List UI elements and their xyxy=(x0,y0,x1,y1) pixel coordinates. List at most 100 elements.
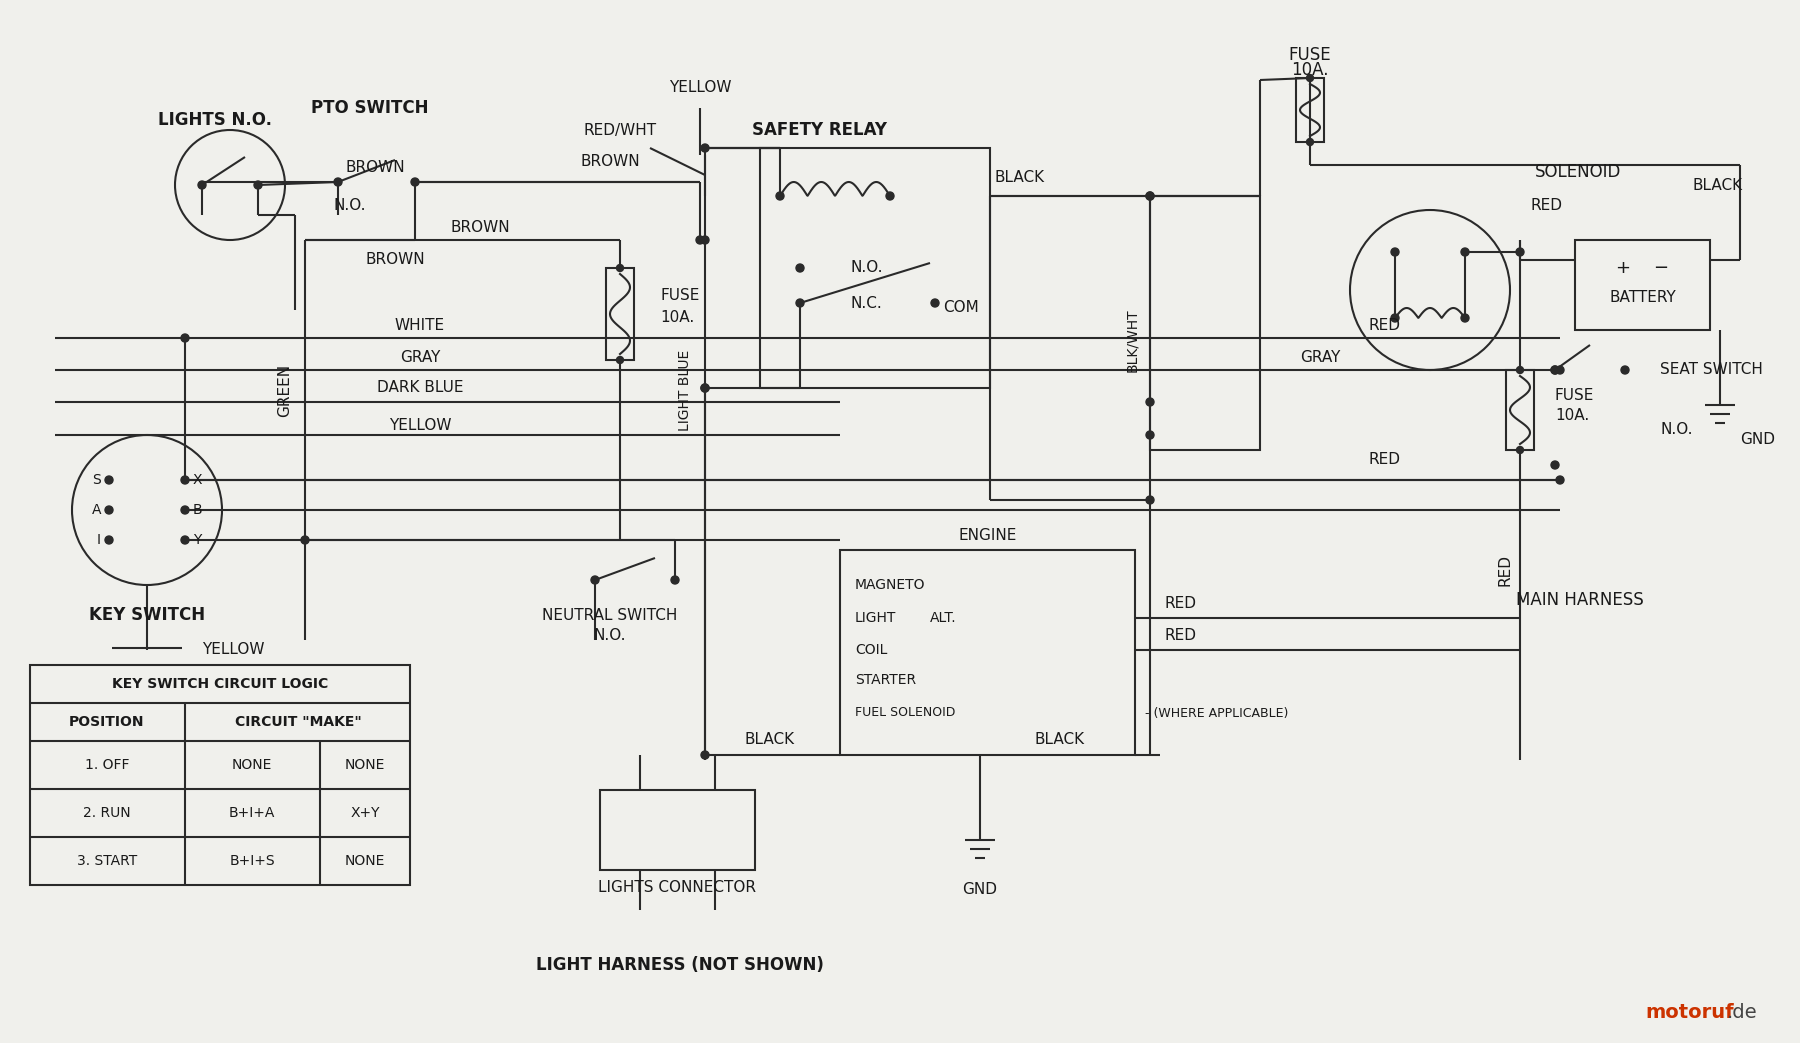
Text: NEUTRAL SWITCH: NEUTRAL SWITCH xyxy=(542,607,677,623)
Text: YELLOW: YELLOW xyxy=(670,80,731,96)
Circle shape xyxy=(335,178,342,186)
Circle shape xyxy=(182,506,189,514)
Text: N.C.: N.C. xyxy=(850,295,882,311)
Circle shape xyxy=(1552,366,1559,374)
Text: POSITION: POSITION xyxy=(68,715,144,729)
Text: FUSE: FUSE xyxy=(661,288,700,302)
Text: STARTER: STARTER xyxy=(855,673,916,687)
Circle shape xyxy=(410,178,419,186)
Circle shape xyxy=(182,334,189,342)
Circle shape xyxy=(1147,496,1154,504)
Text: - (WHERE APPLICABLE): - (WHERE APPLICABLE) xyxy=(1145,706,1289,720)
Text: GREEN: GREEN xyxy=(277,363,292,416)
Text: BROWN: BROWN xyxy=(580,154,639,170)
Circle shape xyxy=(1147,431,1154,439)
Circle shape xyxy=(182,536,189,544)
Text: SOLENOID: SOLENOID xyxy=(1535,163,1622,181)
Circle shape xyxy=(1552,461,1559,469)
Text: 10A.: 10A. xyxy=(1555,408,1589,422)
Text: N.O.: N.O. xyxy=(1660,422,1692,437)
Circle shape xyxy=(198,181,205,189)
Text: KEY SWITCH CIRCUIT LOGIC: KEY SWITCH CIRCUIT LOGIC xyxy=(112,677,328,692)
Circle shape xyxy=(590,576,599,584)
Text: 10A.: 10A. xyxy=(661,311,695,325)
Bar xyxy=(1296,78,1325,142)
Text: BATTERY: BATTERY xyxy=(1609,291,1676,306)
Text: RED/WHT: RED/WHT xyxy=(583,122,657,138)
Bar xyxy=(760,148,990,388)
Text: B+I+A: B+I+A xyxy=(229,806,275,820)
Circle shape xyxy=(1552,366,1559,374)
Text: FUEL SOLENOID: FUEL SOLENOID xyxy=(855,706,956,720)
Text: I: I xyxy=(97,533,101,547)
Text: RED: RED xyxy=(1530,197,1562,213)
Text: SEAT SWITCH: SEAT SWITCH xyxy=(1660,363,1762,378)
Circle shape xyxy=(1516,446,1523,454)
Text: N.O.: N.O. xyxy=(850,261,882,275)
Text: KEY SWITCH: KEY SWITCH xyxy=(88,606,205,624)
Text: RED: RED xyxy=(1165,596,1195,610)
Circle shape xyxy=(1147,192,1154,200)
Circle shape xyxy=(104,476,113,484)
Text: GRAY: GRAY xyxy=(1300,350,1341,365)
Text: BLACK: BLACK xyxy=(995,170,1046,186)
Text: X+Y: X+Y xyxy=(351,806,380,820)
Text: MAGNETO: MAGNETO xyxy=(855,578,925,592)
Circle shape xyxy=(700,384,709,392)
Bar xyxy=(1507,370,1534,450)
Text: LIGHT HARNESS (NOT SHOWN): LIGHT HARNESS (NOT SHOWN) xyxy=(536,956,824,974)
Text: NONE: NONE xyxy=(346,758,385,772)
Circle shape xyxy=(1462,314,1469,322)
Text: LIGHTS N.O.: LIGHTS N.O. xyxy=(158,111,272,129)
Text: BROWN: BROWN xyxy=(450,220,509,236)
Text: BLACK: BLACK xyxy=(745,732,796,748)
Circle shape xyxy=(1147,398,1154,406)
Circle shape xyxy=(104,506,113,514)
Circle shape xyxy=(1462,248,1469,256)
Circle shape xyxy=(931,299,940,307)
Text: WHITE: WHITE xyxy=(394,317,445,333)
Text: N.O.: N.O. xyxy=(594,628,626,642)
Text: ENGINE: ENGINE xyxy=(958,528,1017,542)
Circle shape xyxy=(796,264,805,272)
Circle shape xyxy=(1391,314,1399,322)
Bar xyxy=(31,665,410,886)
Text: GRAY: GRAY xyxy=(400,349,441,364)
Circle shape xyxy=(1391,248,1399,256)
Circle shape xyxy=(182,476,189,484)
Text: BROWN: BROWN xyxy=(346,160,405,174)
Bar xyxy=(607,268,634,360)
Circle shape xyxy=(1516,248,1525,256)
Circle shape xyxy=(1622,366,1629,374)
Text: .de: .de xyxy=(1726,1003,1757,1022)
Text: BLK/WHT: BLK/WHT xyxy=(1125,308,1139,371)
Text: DARK BLUE: DARK BLUE xyxy=(376,381,463,395)
Bar xyxy=(599,790,754,870)
Circle shape xyxy=(796,299,805,307)
Text: RED: RED xyxy=(1370,453,1400,467)
Circle shape xyxy=(301,536,310,544)
Circle shape xyxy=(700,384,709,392)
Text: RED: RED xyxy=(1165,628,1195,642)
Circle shape xyxy=(1147,192,1154,200)
Circle shape xyxy=(697,236,704,244)
Text: A: A xyxy=(92,503,101,517)
Circle shape xyxy=(700,236,709,244)
Text: GND: GND xyxy=(1741,433,1775,447)
Text: 2. RUN: 2. RUN xyxy=(83,806,131,820)
Text: GND: GND xyxy=(963,882,997,897)
Text: LIGHTS CONNECTOR: LIGHTS CONNECTOR xyxy=(598,880,756,896)
Circle shape xyxy=(1555,476,1564,484)
Text: FUSE: FUSE xyxy=(1289,46,1332,64)
Text: B+I+S: B+I+S xyxy=(229,854,275,868)
Bar xyxy=(1150,196,1260,450)
Text: 10A.: 10A. xyxy=(1291,60,1328,79)
Text: NONE: NONE xyxy=(232,758,272,772)
Text: motoruf: motoruf xyxy=(1645,1003,1733,1022)
Text: YELLOW: YELLOW xyxy=(202,642,265,657)
Circle shape xyxy=(1307,139,1314,146)
Text: BLACK: BLACK xyxy=(1035,732,1085,748)
Text: SAFETY RELAY: SAFETY RELAY xyxy=(752,121,887,139)
Text: YELLOW: YELLOW xyxy=(389,417,452,433)
Text: 1. OFF: 1. OFF xyxy=(85,758,130,772)
